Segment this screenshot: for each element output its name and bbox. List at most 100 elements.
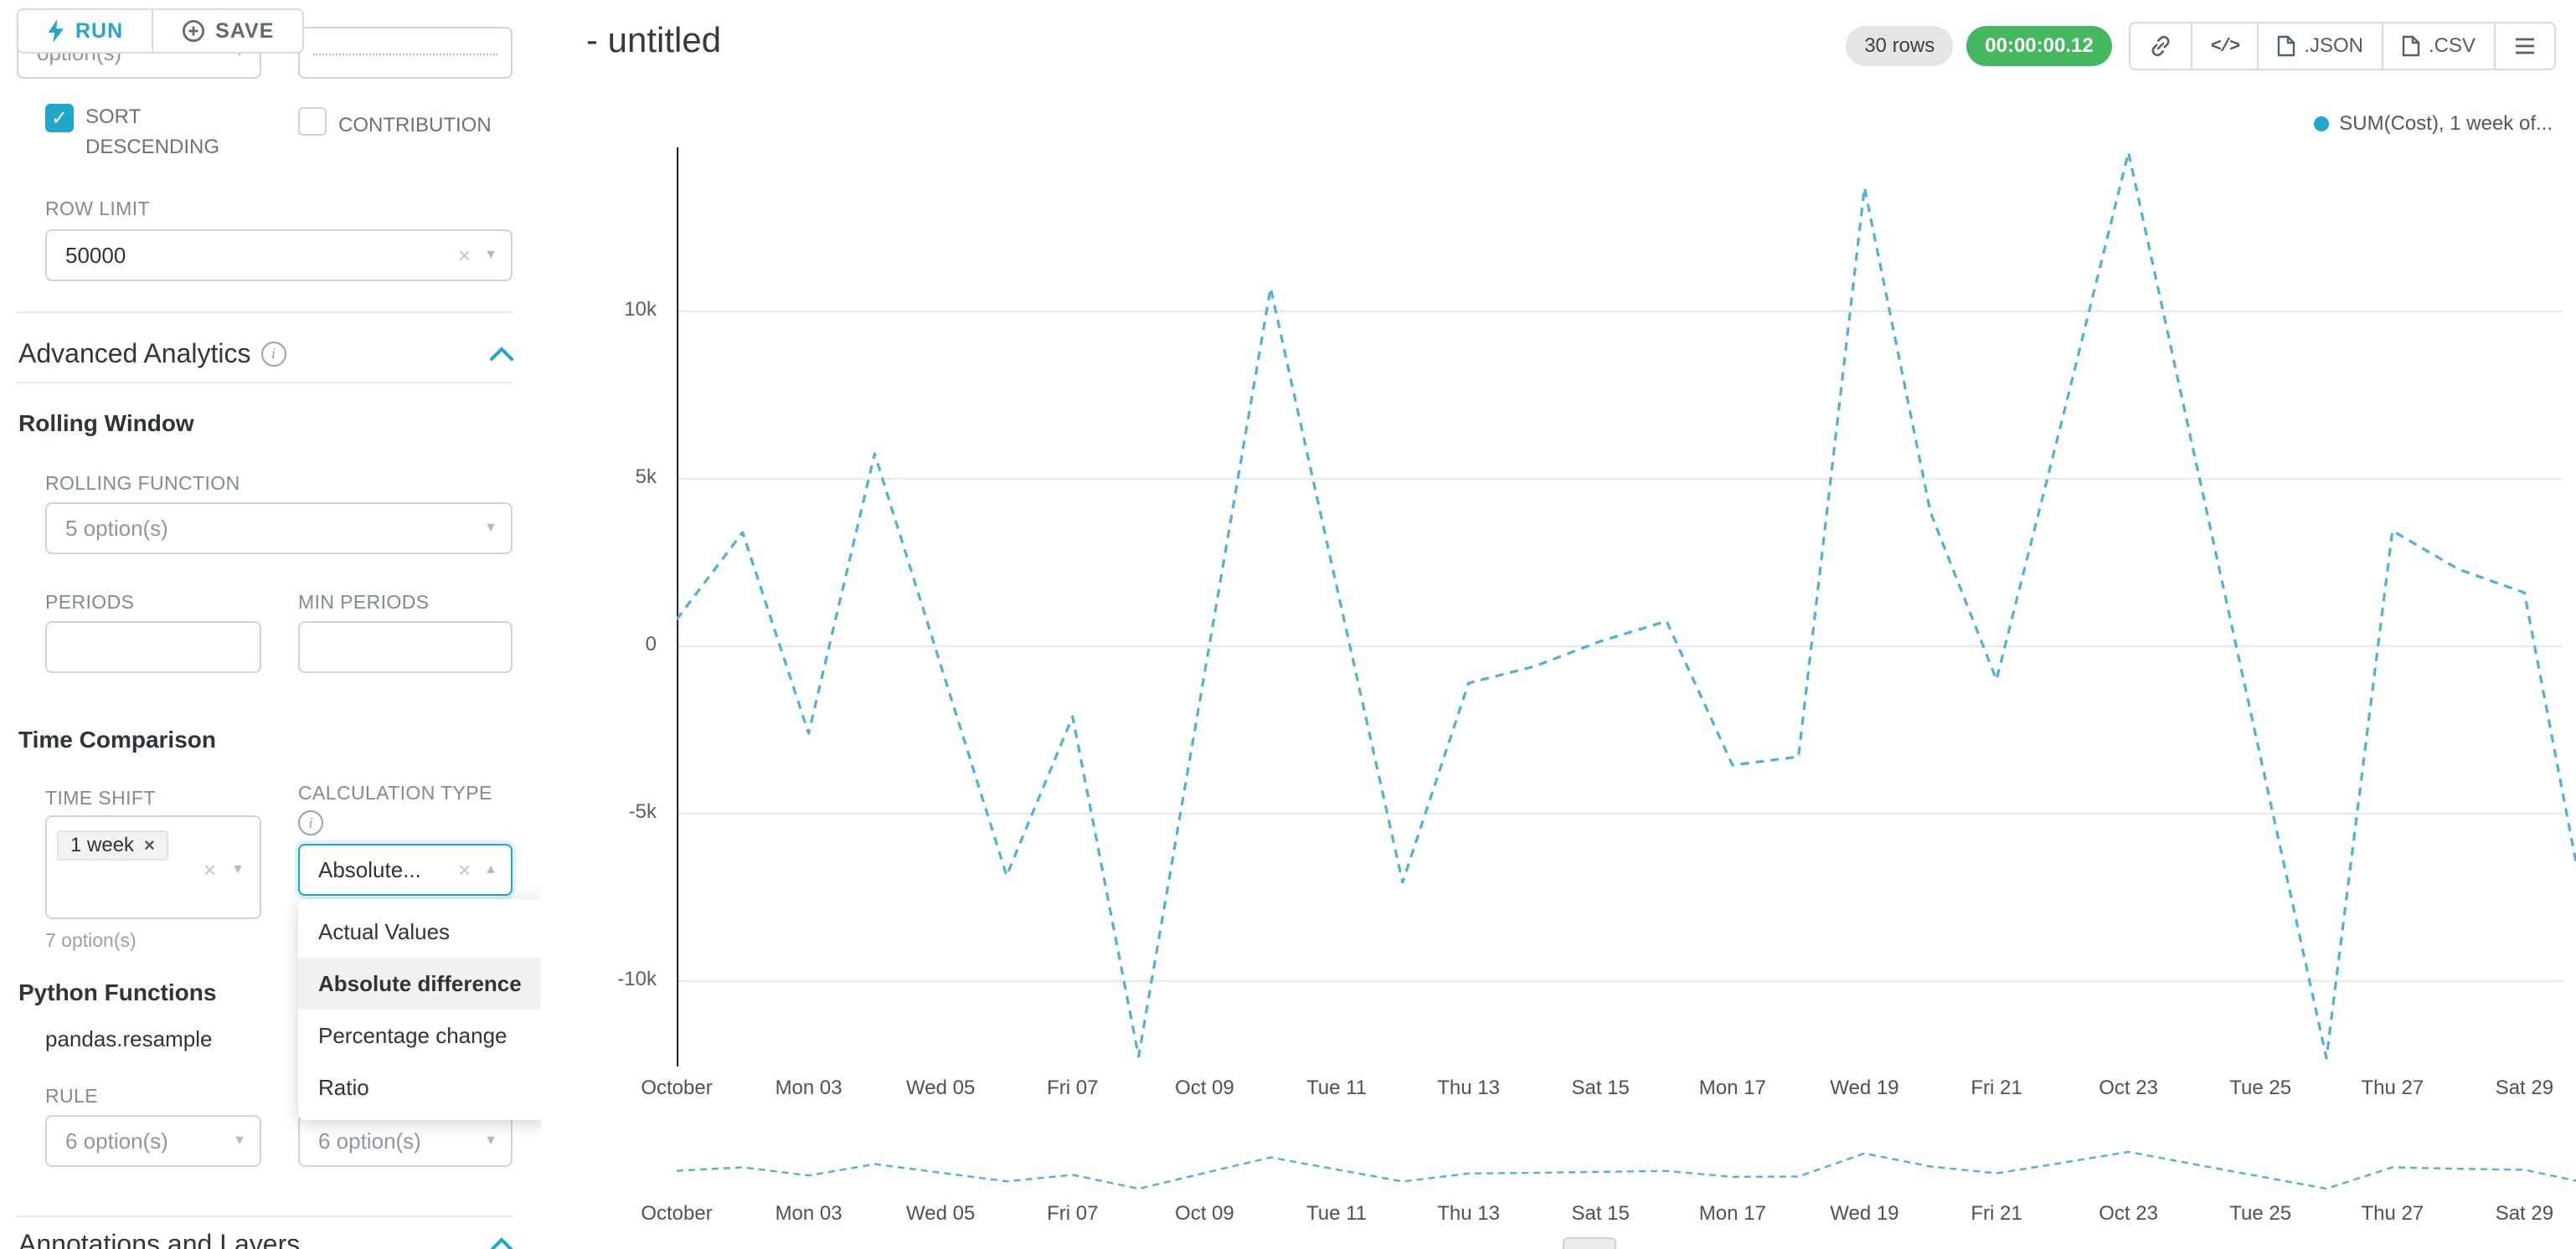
info-icon[interactable]: i	[298, 810, 323, 835]
row-count-badge: 30 rows	[1846, 26, 1954, 66]
x-axis-tick-label: Oct 23	[2099, 1077, 2158, 1099]
calculation-type-option[interactable]: Percentage change	[318, 1022, 507, 1048]
x-axis-tick-label: Mon 03	[775, 1077, 842, 1099]
row-limit-value: 50000	[65, 242, 126, 268]
control-panel: option(s) ▼ RUN SAVE ✓ SORT DESCENDING	[0, 0, 543, 1249]
query-timer-badge: 00:00:00.12	[1966, 26, 2112, 66]
time-shift-label: TIME SHIFT	[45, 787, 156, 809]
legend-series-label: SUM(Cost), 1 week of...	[2339, 112, 2553, 135]
file-icon	[2402, 35, 2420, 57]
rolling-function-placeholder: 5 option(s)	[65, 515, 168, 541]
python-function-name: pandas.resample	[45, 1026, 213, 1051]
calculation-type-option[interactable]: Actual Values	[318, 918, 451, 944]
export-csv-button[interactable]: .CSV	[2381, 22, 2496, 70]
rule-label: RULE	[45, 1085, 98, 1107]
advanced-analytics-title: Advanced Analytics	[18, 338, 251, 368]
x-axis-labels: October Mon 03 Wed 05 Fri 07 Oct 09 Tue 11 Thu…	[641, 1077, 2576, 1103]
save-button[interactable]: SAVE	[152, 8, 305, 54]
run-button[interactable]: RUN	[17, 8, 154, 54]
copy-link-button[interactable]	[2128, 22, 2192, 70]
method-select[interactable]: 6 option(s) ▼	[298, 1115, 513, 1167]
x-axis-tick-label: Sat 15	[1571, 1202, 1630, 1225]
annotations-title: Annotations and Layers	[18, 1229, 301, 1249]
min-periods-input[interactable]	[298, 621, 513, 673]
x-axis-tick-label: Fri 07	[1047, 1202, 1099, 1225]
remove-tag-icon[interactable]: ×	[144, 835, 155, 856]
y-axis-labels: 10k 5k 0 -5k -10k	[541, 147, 667, 1067]
y-axis-tick-label: -5k	[628, 800, 657, 823]
timeseries-plot[interactable]	[677, 147, 2576, 1067]
save-button-label: SAVE	[215, 18, 275, 43]
more-options-menu-button[interactable]	[2494, 22, 2556, 70]
time-shift-tag: 1 week ×	[57, 830, 168, 861]
collapse-chevron-up-icon[interactable]	[489, 1236, 514, 1249]
x-axis-tick-label: Thu 27	[2361, 1202, 2424, 1225]
section-divider	[17, 311, 513, 313]
rolling-function-select[interactable]: 5 option(s) ▼	[45, 502, 513, 554]
min-periods-label: MIN PERIODS	[298, 591, 430, 613]
embed-code-button[interactable]: </>	[2190, 22, 2259, 70]
run-save-group: RUN SAVE	[17, 8, 305, 54]
x-axis-tick-label: Tue 11	[1306, 1202, 1368, 1225]
chevron-down-icon: ▼	[231, 862, 245, 876]
time-shift-select[interactable]: 1 week × × ▼	[45, 815, 261, 919]
code-icon: </>	[2210, 35, 2241, 57]
legend-item[interactable]: SUM(Cost), 1 week of...	[2314, 112, 2553, 136]
sort-descending-checkbox[interactable]: ✓	[45, 104, 74, 132]
calculation-type-option[interactable]: Absolute difference	[298, 958, 541, 1010]
lightning-icon	[47, 19, 65, 43]
chevron-up-icon: ▲	[484, 862, 497, 876]
clear-icon[interactable]: ×	[457, 243, 471, 268]
chart-title[interactable]: - untitled	[586, 20, 722, 59]
export-json-label: .JSON	[2304, 34, 2363, 57]
export-json-button[interactable]: .JSON	[2257, 22, 2383, 70]
sort-descending-label[interactable]: SORT DESCENDING	[85, 105, 220, 158]
time-shift-tag-label: 1 week	[70, 834, 135, 856]
x-axis-tick-label: October	[641, 1077, 713, 1099]
legend-series-dot	[2314, 116, 2330, 131]
clear-icon[interactable]: ×	[457, 857, 471, 882]
row-limit-select[interactable]: 50000 × ▼	[45, 229, 513, 281]
contribution-label[interactable]: CONTRIBUTION	[338, 114, 492, 136]
range-preview-chart[interactable]	[677, 1149, 2576, 1195]
cropped-top-dashed-box[interactable]	[298, 27, 513, 79]
x-axis-tick-label: Thu 27	[2361, 1077, 2424, 1099]
calculation-type-label: CALCULATION TYPE	[298, 782, 492, 804]
dashed-placeholder-line	[313, 54, 497, 55]
x-axis-tick-label: Sat 15	[1571, 1077, 1630, 1099]
rule-select[interactable]: 6 option(s) ▼	[45, 1115, 261, 1167]
header-toolbar: 30 rows 00:00:00.12 </> .JSON	[1846, 22, 2556, 70]
periods-label: PERIODS	[45, 591, 135, 613]
y-axis-tick-label: 10k	[624, 298, 657, 321]
chevron-down-icon: ▼	[233, 1133, 246, 1148]
collapse-chevron-up-icon[interactable]	[489, 346, 514, 362]
x-axis-tick-label: Tue 25	[2229, 1077, 2292, 1099]
run-button-label: RUN	[75, 18, 124, 43]
periods-input[interactable]	[45, 621, 261, 673]
link-icon	[2149, 34, 2172, 58]
x-axis-tick-label: Oct 09	[1175, 1077, 1234, 1099]
rule-placeholder: 6 option(s)	[65, 1128, 168, 1154]
chart-area: - untitled 30 rows 00:00:00.12 </> .JSON	[541, 0, 2576, 1249]
calculation-type-option[interactable]: Ratio	[318, 1074, 369, 1100]
calculation-type-select[interactable]: Absolute... × ▲	[298, 844, 513, 896]
results-pane-handle[interactable]	[1563, 1237, 1616, 1249]
rolling-window-title: Rolling Window	[18, 410, 194, 436]
x-axis-tick-label: Fri 07	[1047, 1077, 1099, 1099]
chevron-down-icon: ▼	[484, 521, 497, 535]
clear-icon[interactable]: ×	[203, 857, 216, 882]
x-axis-tick-label: Oct 23	[2099, 1202, 2158, 1225]
x-axis-tick-label: Tue 11	[1306, 1077, 1368, 1099]
python-functions-title: Python Functions	[18, 979, 217, 1005]
x-axis-tick-label: October	[641, 1202, 713, 1225]
export-csv-label: .CSV	[2428, 34, 2476, 57]
info-icon[interactable]: i	[260, 341, 286, 367]
x-axis-tick-label: Sat 29	[2495, 1077, 2554, 1099]
x-axis-tick-label: Thu 13	[1437, 1077, 1500, 1099]
x-axis-tick-label: Fri 21	[1971, 1077, 2022, 1099]
x-axis-tick-label: Fri 21	[1971, 1202, 2022, 1225]
chevron-down-icon: ▼	[484, 248, 497, 262]
x-axis-tick-label: Tue 25	[2229, 1202, 2292, 1225]
contribution-checkbox[interactable]	[298, 107, 327, 136]
x-axis-tick-label: Wed 05	[906, 1202, 976, 1225]
